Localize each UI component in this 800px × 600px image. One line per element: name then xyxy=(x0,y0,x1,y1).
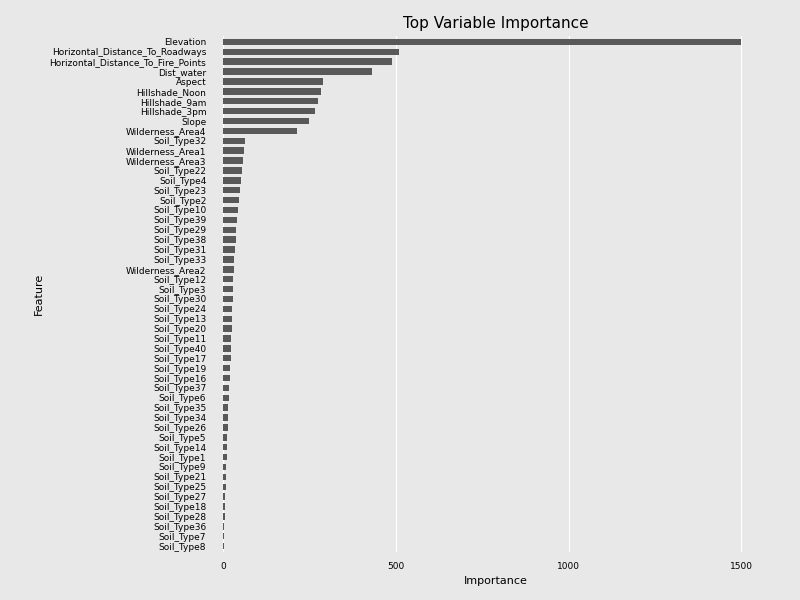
Bar xyxy=(223,167,242,173)
Bar xyxy=(223,197,239,203)
Bar xyxy=(223,177,241,184)
Bar xyxy=(223,157,243,164)
Bar xyxy=(223,484,226,490)
Bar xyxy=(223,503,225,510)
Bar xyxy=(223,49,399,55)
Bar xyxy=(223,137,246,144)
Bar xyxy=(223,266,234,272)
Bar xyxy=(223,365,230,371)
Y-axis label: Feature: Feature xyxy=(34,273,44,315)
Bar xyxy=(223,316,232,322)
Bar xyxy=(223,444,227,451)
Bar xyxy=(223,493,226,500)
Bar xyxy=(223,108,314,115)
Bar xyxy=(223,207,238,213)
Bar xyxy=(223,286,233,292)
Bar xyxy=(223,296,233,302)
Bar xyxy=(223,88,322,95)
Bar xyxy=(223,464,226,470)
Bar xyxy=(223,325,231,332)
Bar xyxy=(223,236,236,243)
Bar xyxy=(223,533,224,539)
Bar xyxy=(223,305,232,312)
Bar xyxy=(223,375,230,381)
Bar xyxy=(223,256,234,263)
Title: Top Variable Importance: Top Variable Importance xyxy=(403,16,589,31)
Bar xyxy=(223,395,229,401)
Bar xyxy=(223,247,235,253)
Bar xyxy=(223,424,228,431)
Bar xyxy=(223,68,371,75)
Bar xyxy=(223,473,226,480)
Bar xyxy=(223,355,230,361)
Bar xyxy=(223,415,228,421)
X-axis label: Importance: Importance xyxy=(464,576,528,586)
Bar xyxy=(223,434,227,440)
Bar xyxy=(223,39,742,45)
Bar xyxy=(223,385,229,391)
Bar xyxy=(223,513,225,520)
Bar xyxy=(223,454,226,460)
Bar xyxy=(223,187,240,193)
Bar xyxy=(223,148,244,154)
Bar xyxy=(223,523,224,530)
Bar xyxy=(223,217,237,223)
Bar xyxy=(223,345,231,352)
Bar xyxy=(223,335,231,341)
Bar xyxy=(223,98,318,104)
Bar xyxy=(223,128,298,134)
Bar xyxy=(223,78,323,85)
Bar xyxy=(223,404,229,411)
Bar xyxy=(223,118,310,124)
Bar xyxy=(223,276,234,283)
Bar xyxy=(223,58,392,65)
Bar xyxy=(223,227,236,233)
